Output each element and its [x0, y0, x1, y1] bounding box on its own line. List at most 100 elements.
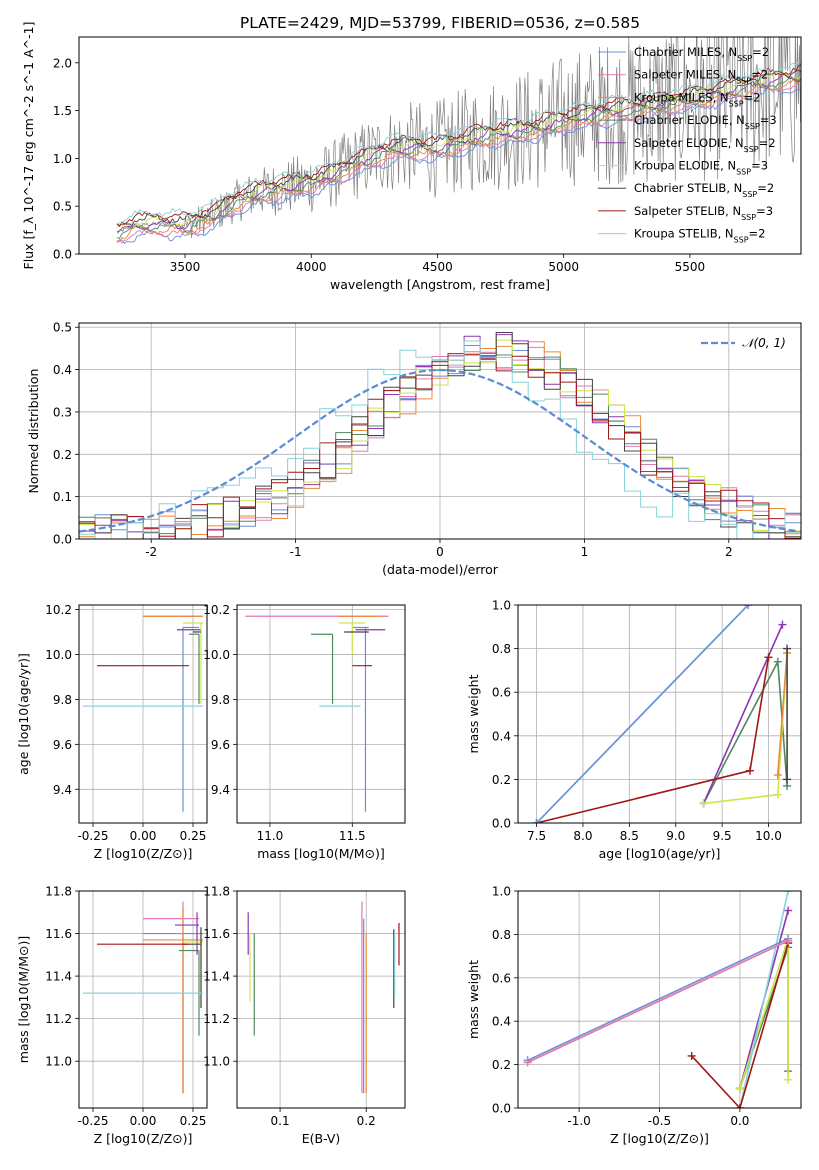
weight-line-chabrier-miles	[536, 605, 749, 823]
panel-mass-weight-vs-age: 7.5 8.0 8.5 9.0 9.5 10.0 0.0 0.2 0.4 0.6 0.8 1.0 age…	[466, 599, 802, 861]
x-axis-label: (data-model)/error	[382, 562, 499, 577]
y-tick-label: 10.0	[45, 648, 72, 662]
y-axis-label: Normed distribution	[26, 369, 41, 494]
y-axis-label: mass weight	[466, 960, 481, 1039]
x-tick-label: -1.0	[567, 1114, 590, 1128]
y-tick-label: 10.0	[203, 648, 230, 662]
y-tick-label: 11.8	[203, 885, 230, 899]
weight-line-salpeter-stelib	[536, 657, 770, 823]
plot-area	[116, 37, 801, 245]
y-tick-label: 9.4	[53, 783, 72, 797]
legend-entry: Chabrier STELIB, NSSP=2	[634, 181, 774, 199]
axes-frame	[236, 890, 406, 1109]
weight-line-kroupa-elodie	[739, 938, 789, 1089]
x-tick-label: 5000	[548, 260, 579, 274]
y-tick-label: 9.8	[53, 693, 72, 707]
y-tick-label: 11.2	[203, 1012, 230, 1026]
plot-area	[247, 901, 400, 1094]
legend-entry: Chabrier MILES, NSSP=2	[634, 45, 769, 63]
y-tick-label: 10.2	[45, 603, 72, 617]
x-tick-label: 11.5	[339, 829, 366, 843]
x-tick-label: 1	[581, 545, 589, 559]
y-tick-label: 11.2	[45, 1012, 72, 1026]
x-tick-label: 4500	[422, 260, 453, 274]
x-tick-label: 0.0	[730, 1114, 749, 1128]
plot-area	[532, 605, 792, 823]
histogram-kroupa-elodie	[79, 339, 801, 539]
weight-line-salpeter-miles	[527, 940, 789, 1064]
y-tick-label: 9.6	[211, 738, 230, 752]
x-tick-label: 10.0	[755, 829, 782, 843]
legend-entry: Salpeter MILES, NSSP=2	[634, 68, 768, 86]
x-axis-label: E(B-V)	[302, 1131, 341, 1146]
y-tick-label: 0.1	[53, 490, 72, 504]
x-tick-label: -2	[145, 545, 157, 559]
x-tick-label: -0.5	[648, 1114, 671, 1128]
y-tick-label: 11.4	[203, 970, 230, 984]
y-tick-label: 0.0	[53, 248, 72, 262]
x-tick-label: 9.5	[713, 829, 732, 843]
plot-area	[83, 901, 203, 1094]
model-line-salpeter-miles	[116, 80, 801, 244]
legend-entry: Salpeter ELODIE, NSSP=2	[634, 136, 776, 154]
x-tick-label: 4000	[296, 260, 327, 274]
data-spectrum-line	[116, 37, 801, 239]
y-tick-label: 0.2	[492, 773, 511, 787]
panel-spectrum: 3500 4000 4500 5000 5500 0.0 0.5 1.0 1.5 2.0 wavel…	[21, 22, 802, 292]
weight-line-salpeter-stelib	[691, 942, 789, 1108]
x-tick-label: 3500	[170, 260, 201, 274]
y-tick-label: 0.4	[492, 729, 511, 743]
plot-area	[245, 615, 389, 812]
model-line-kroupa-stelib	[116, 61, 801, 225]
x-tick-label: 8.5	[620, 829, 639, 843]
x-tick-label: 0.00	[130, 829, 157, 843]
y-tick-label: 0.0	[492, 1102, 511, 1116]
legend-entry: Kroupa STELIB, NSSP=2	[634, 227, 765, 245]
weight-line-kroupa-miles	[777, 652, 788, 776]
panel-age-vs-mass: 11.0 11.5 9.4 9.6 9.8 10.0 10.2 mass [log10(M/M…	[203, 603, 406, 861]
y-tick-label: 9.8	[211, 693, 230, 707]
axes-frame	[517, 604, 802, 824]
plot-area	[79, 332, 801, 539]
y-tick-label: 0.6	[492, 686, 511, 700]
histogram-salpeter-stelib	[79, 353, 801, 539]
y-tick-label: 10.2	[203, 603, 230, 617]
x-tick-label: 11.0	[257, 829, 284, 843]
y-tick-label: 11.8	[45, 885, 72, 899]
x-tick-label: 0	[436, 545, 444, 559]
y-tick-label: 0.4	[492, 1015, 511, 1029]
x-tick-label: 0.2	[357, 1114, 376, 1128]
y-axis-label: Flux [f_λ 10^-17 erg cm^-2 s^-1 A^-1]	[21, 22, 36, 270]
y-tick-label: 11.6	[203, 927, 230, 941]
axes-frame	[78, 36, 802, 255]
x-axis-label: age [log10(age/yr)]	[599, 846, 721, 861]
x-tick-label: -0.25	[77, 829, 108, 843]
x-tick-label: 0.1	[271, 1114, 290, 1128]
panel-age-vs-Z: -0.25 0.00 0.25 9.4 9.6 9.8 10.0 10.2 Z [log10(Z…	[16, 603, 208, 861]
plot-area	[83, 615, 203, 812]
panel-mass-weight-vs-Z: -1.0 -0.5 0.0 0.0 0.2 0.4 0.6 0.8 1.0 Z [log10(Z/…	[466, 885, 802, 1146]
x-tick-label: -0.25	[77, 1114, 108, 1128]
y-tick-label: 1.5	[53, 104, 72, 118]
x-tick-label: 5500	[675, 260, 706, 274]
y-tick-label: 9.6	[53, 738, 72, 752]
x-tick-label: 7.5	[527, 829, 546, 843]
y-tick-label: 11.0	[203, 1055, 230, 1069]
y-axis-label: mass weight	[466, 674, 481, 753]
y-tick-label: 11.0	[45, 1055, 72, 1069]
x-axis-label: Z [log10(Z/Z⊙)]	[94, 846, 193, 861]
x-axis-label: mass [log10(M/M⊙)]	[257, 846, 385, 861]
y-tick-label: 0.2	[53, 448, 72, 462]
x-tick-label: -1	[290, 545, 302, 559]
legend-entry: Salpeter STELIB, NSSP=3	[634, 204, 773, 222]
y-tick-label: 0.4	[53, 363, 72, 377]
y-tick-label: 1.0	[53, 152, 72, 166]
x-tick-label: 0.00	[130, 1114, 157, 1128]
y-tick-label: 0.6	[492, 971, 511, 985]
weight-line-chabrier-elodie	[702, 658, 788, 804]
y-tick-label: 11.4	[45, 970, 72, 984]
y-tick-label: 1.0	[492, 885, 511, 899]
plot-area	[523, 891, 793, 1108]
x-tick-label: 9.0	[666, 829, 685, 843]
